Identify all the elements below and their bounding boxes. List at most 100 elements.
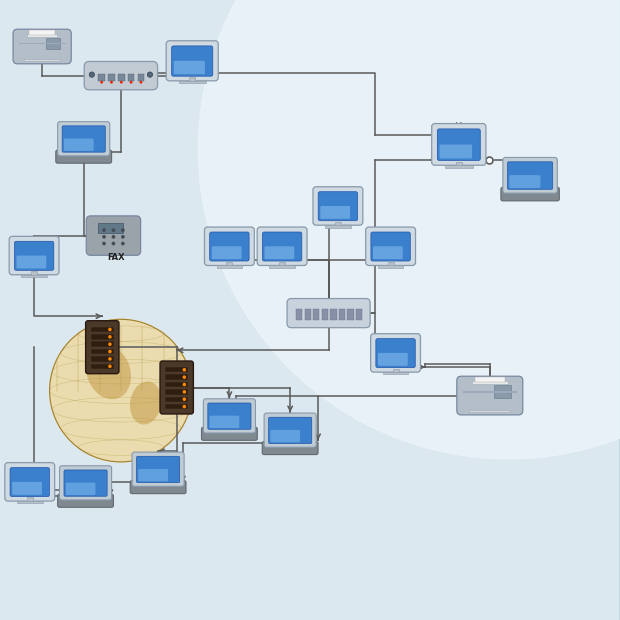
Circle shape <box>108 328 112 331</box>
Bar <box>21 275 47 277</box>
Bar <box>91 334 113 340</box>
Bar <box>189 78 195 81</box>
Bar <box>313 309 319 320</box>
Bar <box>388 262 394 266</box>
Bar <box>118 74 125 81</box>
FancyBboxPatch shape <box>166 41 218 81</box>
FancyBboxPatch shape <box>210 415 239 428</box>
Circle shape <box>102 242 106 246</box>
Ellipse shape <box>86 345 131 399</box>
Bar <box>91 327 113 332</box>
Bar <box>166 367 188 373</box>
Bar <box>475 377 505 382</box>
Bar <box>472 381 508 384</box>
FancyBboxPatch shape <box>371 232 410 261</box>
Bar <box>91 342 113 347</box>
Circle shape <box>148 72 153 78</box>
FancyBboxPatch shape <box>371 334 420 372</box>
Circle shape <box>182 383 186 386</box>
Circle shape <box>140 81 143 84</box>
Bar <box>339 309 345 320</box>
FancyBboxPatch shape <box>64 470 107 496</box>
FancyBboxPatch shape <box>270 430 300 442</box>
Circle shape <box>108 365 112 368</box>
FancyBboxPatch shape <box>264 413 316 447</box>
Bar <box>456 162 462 166</box>
Bar <box>445 166 473 168</box>
Circle shape <box>112 235 115 239</box>
FancyBboxPatch shape <box>66 482 95 495</box>
Circle shape <box>110 81 113 84</box>
Bar <box>166 382 188 388</box>
Circle shape <box>112 228 115 232</box>
FancyBboxPatch shape <box>510 175 541 188</box>
FancyBboxPatch shape <box>440 144 472 159</box>
Bar <box>25 59 60 61</box>
Circle shape <box>108 350 112 353</box>
FancyBboxPatch shape <box>60 466 112 500</box>
Bar <box>91 356 113 361</box>
FancyBboxPatch shape <box>172 46 213 76</box>
Circle shape <box>121 228 125 232</box>
Bar <box>330 309 337 320</box>
Circle shape <box>198 0 620 459</box>
FancyBboxPatch shape <box>64 138 94 151</box>
FancyBboxPatch shape <box>457 376 523 415</box>
Circle shape <box>121 242 125 246</box>
Bar <box>325 225 351 228</box>
FancyBboxPatch shape <box>210 232 249 261</box>
Bar <box>469 410 510 412</box>
Bar <box>494 385 511 398</box>
Circle shape <box>100 81 103 84</box>
Circle shape <box>108 342 112 346</box>
Bar <box>166 397 188 402</box>
Bar <box>378 265 404 268</box>
FancyBboxPatch shape <box>138 469 168 481</box>
Bar <box>296 309 303 320</box>
Bar <box>91 363 113 369</box>
Bar <box>392 368 399 373</box>
FancyBboxPatch shape <box>14 241 54 270</box>
FancyBboxPatch shape <box>62 126 105 152</box>
Bar <box>463 391 517 393</box>
FancyBboxPatch shape <box>262 232 302 261</box>
FancyBboxPatch shape <box>160 361 193 414</box>
Bar <box>347 309 353 320</box>
Bar <box>31 271 37 275</box>
Bar <box>226 262 232 266</box>
Bar <box>128 74 135 81</box>
FancyBboxPatch shape <box>174 61 205 74</box>
FancyBboxPatch shape <box>287 299 370 327</box>
Bar <box>383 372 409 374</box>
Ellipse shape <box>130 381 161 425</box>
FancyBboxPatch shape <box>376 339 415 368</box>
Bar <box>304 309 311 320</box>
FancyBboxPatch shape <box>366 227 415 265</box>
FancyBboxPatch shape <box>203 399 255 433</box>
Circle shape <box>89 72 94 78</box>
Circle shape <box>102 235 106 239</box>
FancyBboxPatch shape <box>132 452 184 486</box>
FancyBboxPatch shape <box>262 441 318 454</box>
FancyBboxPatch shape <box>86 321 119 374</box>
Bar <box>166 374 188 380</box>
Circle shape <box>121 235 125 239</box>
Bar <box>356 309 362 320</box>
FancyBboxPatch shape <box>136 456 180 482</box>
FancyBboxPatch shape <box>208 403 251 429</box>
Bar <box>166 389 188 394</box>
FancyBboxPatch shape <box>5 463 55 501</box>
Circle shape <box>50 319 192 462</box>
FancyBboxPatch shape <box>321 206 350 219</box>
Circle shape <box>102 228 106 232</box>
FancyBboxPatch shape <box>212 246 242 259</box>
FancyBboxPatch shape <box>501 187 559 201</box>
FancyBboxPatch shape <box>13 29 71 64</box>
Circle shape <box>182 375 186 379</box>
FancyBboxPatch shape <box>432 123 486 166</box>
FancyBboxPatch shape <box>205 227 254 265</box>
FancyBboxPatch shape <box>318 192 358 221</box>
FancyBboxPatch shape <box>58 494 113 507</box>
Bar <box>98 223 123 232</box>
Bar <box>216 265 242 268</box>
